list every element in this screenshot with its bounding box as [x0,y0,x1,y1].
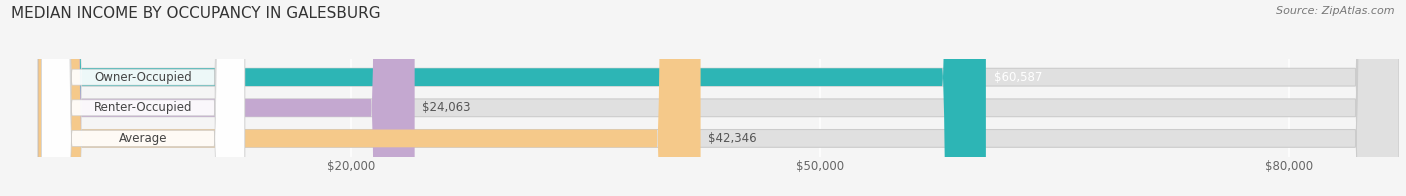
Text: $60,587: $60,587 [994,71,1042,84]
Text: $42,346: $42,346 [709,132,756,145]
FancyBboxPatch shape [38,0,1399,196]
Text: Renter-Occupied: Renter-Occupied [94,101,193,114]
FancyBboxPatch shape [38,0,986,196]
Text: Average: Average [120,132,167,145]
FancyBboxPatch shape [41,0,245,196]
Text: Source: ZipAtlas.com: Source: ZipAtlas.com [1277,6,1395,16]
FancyBboxPatch shape [38,0,1399,196]
Text: $24,063: $24,063 [422,101,471,114]
FancyBboxPatch shape [38,0,1399,196]
Text: MEDIAN INCOME BY OCCUPANCY IN GALESBURG: MEDIAN INCOME BY OCCUPANCY IN GALESBURG [11,6,381,21]
FancyBboxPatch shape [38,0,700,196]
FancyBboxPatch shape [41,0,245,196]
FancyBboxPatch shape [41,0,245,196]
FancyBboxPatch shape [38,0,415,196]
Text: Owner-Occupied: Owner-Occupied [94,71,193,84]
